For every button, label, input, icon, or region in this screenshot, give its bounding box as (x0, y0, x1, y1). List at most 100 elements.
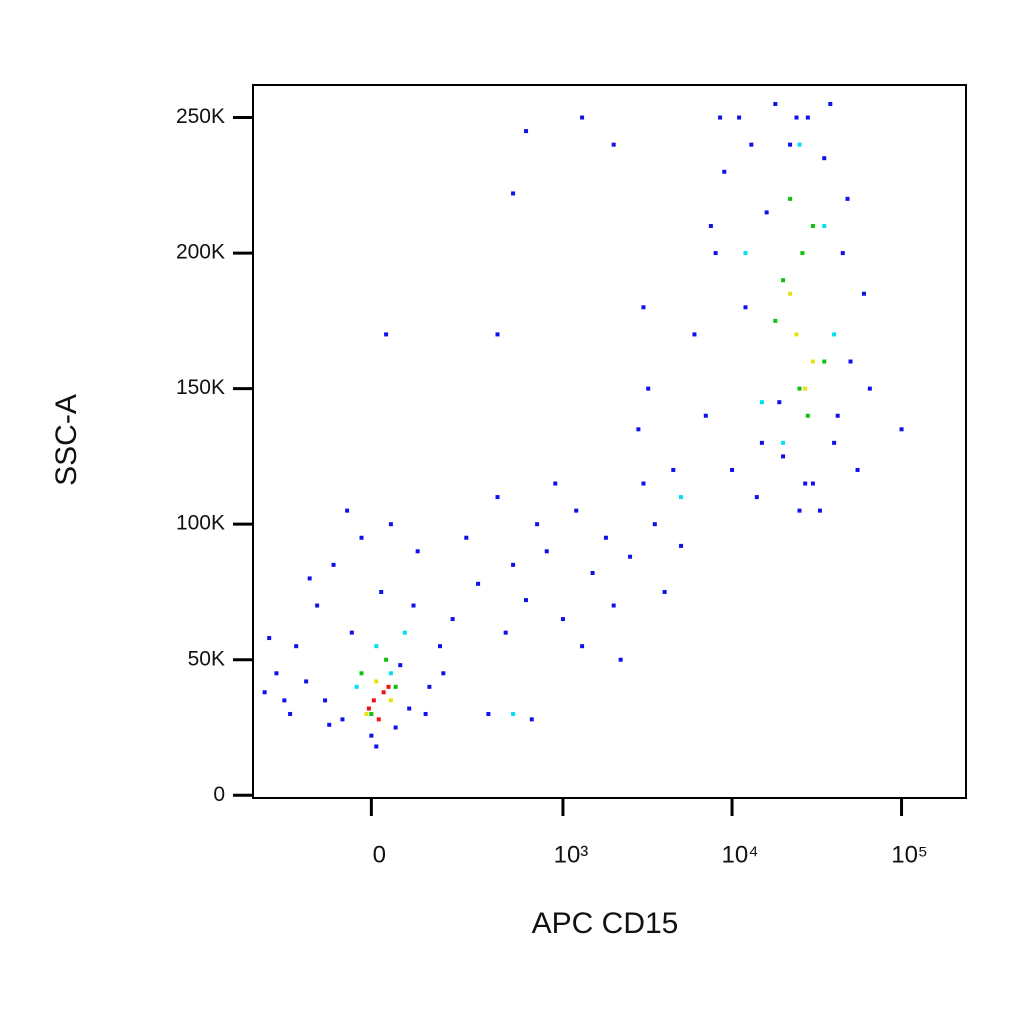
point (754, 495, 759, 500)
point (369, 711, 374, 716)
point (359, 535, 364, 540)
point (535, 522, 540, 527)
point (590, 570, 595, 575)
point (393, 684, 398, 689)
point (374, 644, 379, 649)
point (384, 657, 389, 662)
point (398, 663, 403, 668)
point (495, 495, 500, 500)
point (794, 332, 799, 337)
point (671, 467, 676, 472)
point (388, 698, 393, 703)
point (822, 156, 827, 161)
point (840, 251, 845, 256)
point (692, 332, 697, 337)
point (544, 549, 549, 554)
point (805, 413, 810, 418)
point (800, 251, 805, 256)
point (427, 684, 432, 689)
point (407, 706, 412, 711)
y-axis-label: SSC-A (50, 394, 83, 486)
point (759, 440, 764, 445)
x-tick-label: 0 (373, 841, 386, 868)
point (524, 598, 529, 603)
point (304, 679, 309, 684)
point (553, 481, 558, 486)
point (861, 291, 866, 296)
point (349, 630, 354, 635)
point (788, 196, 793, 201)
point (773, 101, 778, 106)
point (411, 603, 416, 608)
point (764, 210, 769, 215)
point (611, 603, 616, 608)
point (835, 413, 840, 418)
point (354, 684, 359, 689)
point (810, 223, 815, 228)
point (464, 535, 469, 540)
point (822, 359, 827, 364)
point (646, 386, 651, 391)
point (803, 481, 808, 486)
point (438, 644, 443, 649)
point (560, 617, 565, 622)
point (828, 101, 833, 106)
point (323, 698, 328, 703)
point (374, 744, 379, 749)
point (817, 508, 822, 513)
point (262, 690, 267, 695)
y-tick-label: 0 (213, 783, 225, 806)
point (511, 711, 516, 716)
point (415, 549, 420, 554)
point (848, 359, 853, 364)
point (371, 698, 376, 703)
point (374, 679, 379, 684)
point (402, 630, 407, 635)
point (315, 603, 320, 608)
point (810, 481, 815, 486)
point (737, 115, 742, 120)
point (486, 711, 491, 716)
point (788, 291, 793, 296)
point (832, 440, 837, 445)
point (603, 535, 608, 540)
point (679, 543, 684, 548)
point (805, 115, 810, 120)
point (794, 115, 799, 120)
point (307, 576, 312, 581)
point (759, 400, 764, 405)
point (524, 129, 529, 134)
point (611, 142, 616, 147)
point (359, 671, 364, 676)
point (797, 508, 802, 513)
point (822, 223, 827, 228)
point (773, 318, 778, 323)
point (899, 427, 904, 432)
point (810, 359, 815, 364)
point (294, 644, 299, 649)
point (423, 711, 428, 716)
point (476, 581, 481, 586)
point (618, 657, 623, 662)
point (511, 191, 516, 196)
y-tick-label: 150K (176, 376, 225, 399)
point (574, 508, 579, 513)
point (708, 223, 713, 228)
point (267, 636, 272, 641)
x-axis-label: APC CD15 (532, 907, 679, 940)
point (743, 251, 748, 256)
point (386, 684, 391, 689)
point (845, 196, 850, 201)
point (628, 554, 633, 559)
y-tick-label: 200K (176, 241, 225, 264)
point (364, 711, 369, 716)
point (580, 115, 585, 120)
point (718, 115, 723, 120)
x-tick-label: 10⁵ (891, 841, 928, 868)
point (797, 142, 802, 147)
point (743, 305, 748, 310)
point (788, 142, 793, 147)
x-tick-label: 10³ (554, 841, 589, 868)
point (495, 332, 500, 337)
